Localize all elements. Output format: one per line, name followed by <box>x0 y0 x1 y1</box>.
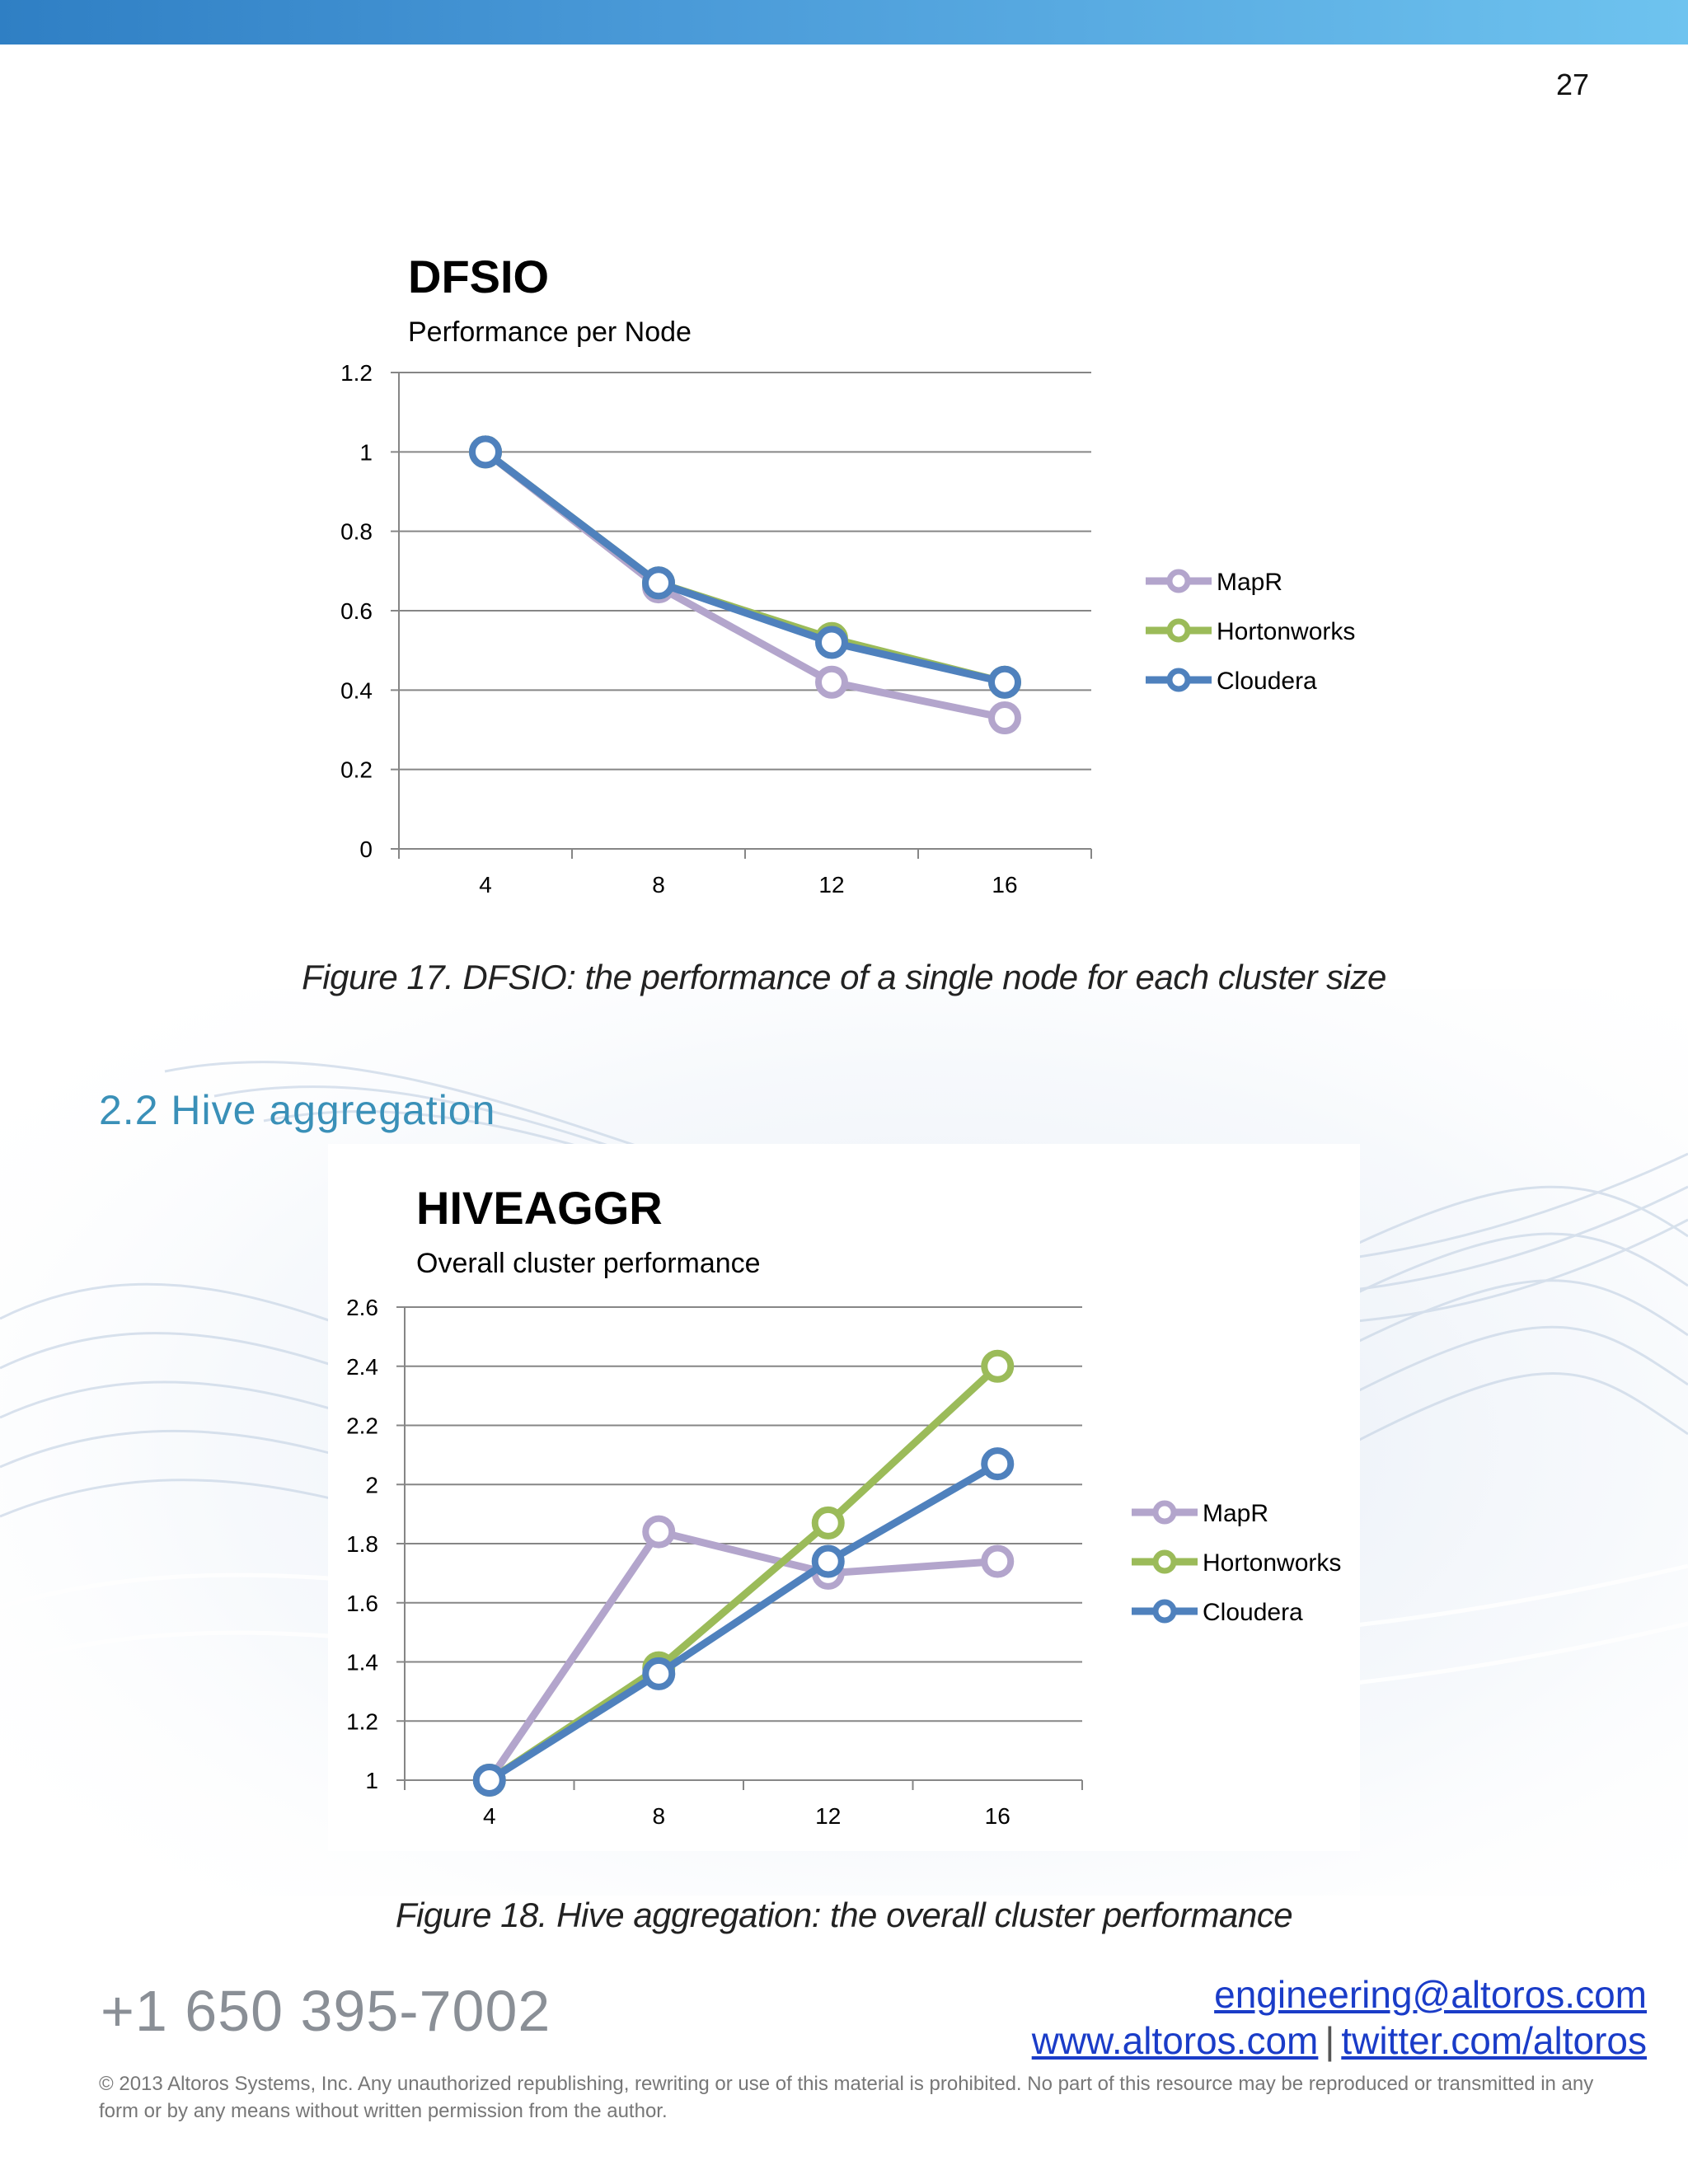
x-tick-label: 8 <box>652 1803 665 1829</box>
legend-label-cloudera: Cloudera <box>1203 1599 1303 1626</box>
series-line-hortonworks <box>483 448 1006 687</box>
chart-subtitle: Overall cluster performance <box>416 1248 761 1279</box>
x-tick-label: 4 <box>479 872 492 898</box>
x-tick-label: 12 <box>815 1803 841 1829</box>
y-tick-label: 0.6 <box>340 598 373 624</box>
series-line-mapr <box>483 448 1006 722</box>
y-tick-label: 2.6 <box>346 1295 378 1320</box>
legend-marker-cloudera <box>1152 1599 1177 1624</box>
data-point-mapr <box>815 665 848 699</box>
page-number: 27 <box>1555 68 1589 101</box>
y-tick-label: 0.4 <box>340 677 373 703</box>
x-tick-label: 4 <box>483 1803 496 1829</box>
y-tick-label: 1.4 <box>346 1650 378 1675</box>
legal-notice: © 2013 Altoros Systems, Inc. Any unautho… <box>99 2073 1594 2122</box>
data-point-hortonworks <box>981 1349 1015 1383</box>
chart-title: HIVEAGGR <box>416 1182 663 1234</box>
data-point-cloudera <box>811 1544 845 1578</box>
y-tick-label: 2.4 <box>346 1354 378 1380</box>
figure-17-caption: Figure 17. DFSIO: the performance of a s… <box>302 958 1386 996</box>
website-link[interactable]: www.altoros.com <box>1031 2019 1319 2062</box>
section-heading: 2.2 Hive aggregation <box>99 1087 496 1133</box>
y-tick-label: 0.2 <box>340 757 373 783</box>
legend-marker-cloudera <box>1166 668 1191 692</box>
y-tick-label: 2 <box>365 1472 378 1497</box>
legend-marker-mapr <box>1152 1500 1177 1525</box>
data-point-mapr <box>981 1544 1015 1578</box>
plot-area: 1 1.2 1.4 1.6 1.8 2 2.2 2.4 2.6 4 8 12 16 <box>346 1295 1083 1829</box>
series-line-cloudera <box>487 1460 1000 1783</box>
header-gradient-bar <box>0 0 1688 45</box>
chart-legend: MapR Hortonworks Cloudera <box>1132 1500 1341 1626</box>
contact-links: engineering@altoros.com www.altoros.com |… <box>1032 1971 1647 2064</box>
plot-area: 0 0.2 0.4 0.6 0.8 1 1.2 4 8 12 16 <box>340 360 1092 898</box>
x-tick-label: 12 <box>818 872 844 898</box>
x-tick-label: 16 <box>985 1803 1010 1829</box>
dfsio-chart: DFSIO Performance per Node 0 0.2 0.4 0.6 0.8… <box>340 251 1355 898</box>
x-tick-label: 16 <box>992 872 1017 898</box>
y-tick-label: 1 <box>365 1768 378 1793</box>
hiveaggr-chart: HIVEAGGR Overall cluster performance 1 1.… <box>346 1182 1341 1829</box>
series-line-hortonworks <box>487 1363 1001 1783</box>
data-point-mapr <box>988 701 1021 735</box>
y-tick-label: 1.2 <box>346 1708 378 1734</box>
y-tick-label: 1 <box>359 439 373 465</box>
legend-label-hortonworks: Hortonworks <box>1203 1549 1341 1577</box>
data-point-cloudera <box>472 1764 506 1797</box>
data-point-cloudera <box>469 435 502 469</box>
email-link[interactable]: engineering@altoros.com <box>1214 1973 1647 2016</box>
legend-label-cloudera: Cloudera <box>1217 668 1317 695</box>
chart-legend: MapR Hortonworks Cloudera <box>1146 569 1355 695</box>
series-line-mapr <box>486 1528 998 1783</box>
data-point-cloudera <box>642 1657 676 1690</box>
legend-label-mapr: MapR <box>1217 569 1282 596</box>
y-tick-label: 1.2 <box>340 360 373 386</box>
data-point-cloudera <box>642 566 675 600</box>
y-tick-label: 0 <box>359 837 373 862</box>
data-point-mapr <box>642 1515 676 1549</box>
legend-marker-hortonworks <box>1166 618 1191 643</box>
legend-marker-mapr <box>1166 569 1191 593</box>
y-tick-label: 0.8 <box>340 519 373 545</box>
data-point-cloudera <box>815 626 848 659</box>
series-line-cloudera <box>483 448 1006 687</box>
x-tick-label: 8 <box>652 872 665 898</box>
y-tick-label: 1.8 <box>346 1531 378 1557</box>
data-point-cloudera <box>988 665 1021 699</box>
y-tick-label: 1.6 <box>346 1591 378 1616</box>
data-point-hortonworks <box>811 1506 845 1540</box>
twitter-link[interactable]: twitter.com/altoros <box>1341 2019 1647 2062</box>
phone-number: +1 650 395-7002 <box>101 1979 551 2043</box>
chart-subtitle: Performance per Node <box>408 316 692 348</box>
y-tick-label: 2.2 <box>346 1413 378 1439</box>
legend-label-hortonworks: Hortonworks <box>1217 618 1355 645</box>
legend-label-mapr: MapR <box>1203 1500 1268 1527</box>
figure-18-caption: Figure 18. Hive aggregation: the overall… <box>395 1896 1293 1934</box>
link-separator: | <box>1325 2019 1335 2062</box>
chart-title: DFSIO <box>408 251 549 302</box>
legend-marker-hortonworks <box>1152 1549 1177 1574</box>
data-point-cloudera <box>981 1447 1015 1481</box>
hiveaggr-chart-panel <box>328 1144 1360 1851</box>
